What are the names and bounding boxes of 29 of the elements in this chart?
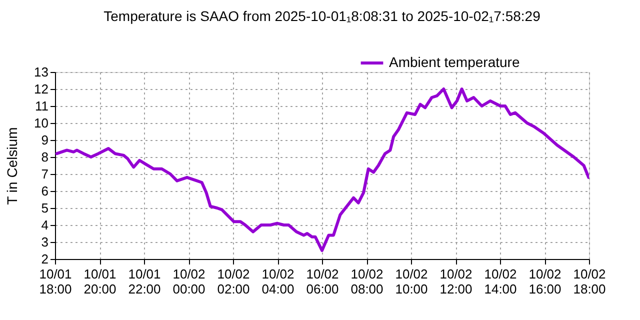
x-tick-label: 10/01 20:00 xyxy=(84,266,116,296)
line-series xyxy=(55,88,589,252)
x-tick-label: 10/02 12:00 xyxy=(440,266,472,296)
x-tick-label: 10/02 02:00 xyxy=(217,266,250,296)
y-tick-label: 11 xyxy=(35,98,48,114)
x-tick-label: 10/02 04:00 xyxy=(262,266,294,296)
y-tick-label: 7 xyxy=(41,166,48,182)
x-tick-label: 10/01 18:00 xyxy=(39,266,72,296)
y-axis-title: T in Celsium xyxy=(4,127,20,205)
y-tick-label: 12 xyxy=(34,82,48,96)
legend-label: Ambient temperature xyxy=(389,54,520,70)
y-tick-label: 2 xyxy=(41,252,48,266)
y-tick-label: 13 xyxy=(34,64,48,80)
y-tick-label: 6 xyxy=(41,184,48,198)
x-tick-label: 10/02 10:00 xyxy=(395,266,428,296)
x-tick-label: 10/02 16:00 xyxy=(528,266,562,296)
x-tick-label: 10/01 22:00 xyxy=(128,266,161,296)
y-tick-label: 5 xyxy=(41,200,48,216)
chart-title: Temperature is SAAO from 2025-10-01₁8:08:31 to 2025-10-02₁7:58:29 xyxy=(104,8,541,24)
y-tick-label: 8 xyxy=(41,150,48,164)
y-tick-label: 4 xyxy=(41,218,48,232)
y-tick-label: 10 xyxy=(34,116,48,130)
y-tick-label: 9 xyxy=(41,132,48,148)
x-tick-label: 10/02 00:00 xyxy=(172,266,206,296)
x-tick-label: 10/02 06:00 xyxy=(306,266,339,296)
y-tick-label: 3 xyxy=(41,234,48,250)
x-tick-label: 10/02 14:00 xyxy=(484,266,517,296)
x-tick-label: 10/02 18:00 xyxy=(573,266,606,296)
x-tick-label: 10/02 08:00 xyxy=(350,266,384,296)
